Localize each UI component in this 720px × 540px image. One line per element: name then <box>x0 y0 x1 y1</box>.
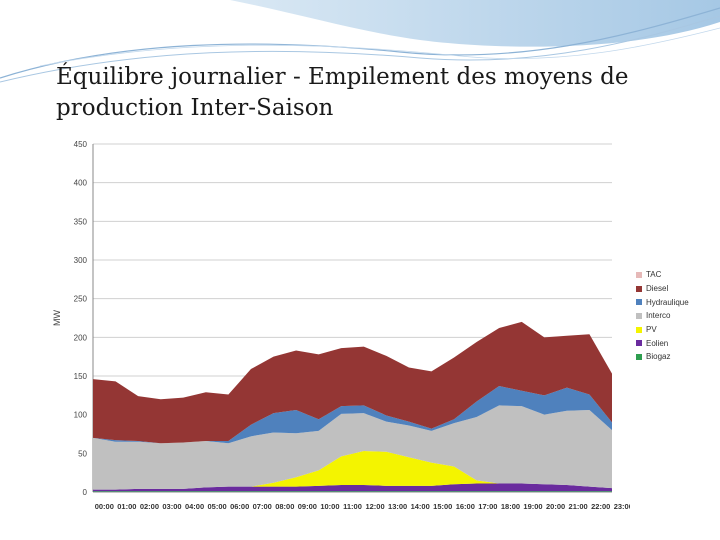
x-tick-label: 16:00 <box>456 502 475 511</box>
legend-swatch <box>636 285 642 292</box>
x-tick-label: 03:00 <box>162 502 181 511</box>
x-tick-label: 13:00 <box>388 502 407 511</box>
slide-title-line1: Équilibre journalier - Empilement des mo… <box>56 64 629 90</box>
y-axis-label: MW <box>52 310 62 326</box>
legend-swatch <box>636 271 642 278</box>
x-tick-label: 17:00 <box>478 502 497 511</box>
legend-item-tac: TAC <box>636 268 706 282</box>
x-tick-label: 15:00 <box>433 502 452 511</box>
slide-title-line2: production Inter-Saison <box>56 95 334 121</box>
x-tick-label: 11:00 <box>343 502 362 511</box>
legend-item-hydraulique: Hydraulique <box>636 295 706 309</box>
series-area-eolien <box>93 483 612 492</box>
series-area-biogaz <box>93 491 612 492</box>
legend-swatch <box>636 312 642 319</box>
series-area-diesel <box>93 321 612 444</box>
legend-label: Biogaz <box>646 352 671 362</box>
legend-item-eolien: Eolien <box>636 336 706 350</box>
y-tick-label: 200 <box>74 333 88 342</box>
x-tick-label: 08:00 <box>275 502 294 511</box>
legend-label: Diesel <box>646 284 669 294</box>
legend-label: TAC <box>646 270 662 280</box>
x-tick-label: 00:00 <box>95 502 114 511</box>
x-tick-label: 22:00 <box>591 502 610 511</box>
legend-item-diesel: Diesel <box>636 282 706 296</box>
series-area-interco <box>93 405 612 490</box>
x-tick-label: 09:00 <box>298 502 317 511</box>
x-tick-label: 23:00 <box>614 502 630 511</box>
x-tick-label: 18:00 <box>501 502 520 511</box>
x-tick-label: 12:00 <box>365 502 384 511</box>
y-tick-label: 400 <box>74 179 88 188</box>
x-tick-label: 21:00 <box>569 502 588 511</box>
legend-swatch <box>636 299 642 306</box>
y-tick-label: 150 <box>74 372 88 381</box>
x-tick-label: 20:00 <box>546 502 565 511</box>
legend-swatch <box>636 326 642 333</box>
legend-swatch <box>636 353 642 360</box>
y-tick-label: 250 <box>74 295 88 304</box>
legend-label: Hydraulique <box>646 297 689 307</box>
x-tick-label: 04:00 <box>185 502 204 511</box>
slide-title: Équilibre journalier - Empilement des mo… <box>56 62 696 124</box>
series-area-pv <box>93 451 612 490</box>
x-tick-label: 10:00 <box>320 502 339 511</box>
series-area-hydraulique <box>93 386 612 444</box>
legend-swatch <box>636 340 642 347</box>
legend-label: Interco <box>646 311 671 321</box>
y-tick-label: 0 <box>83 488 88 497</box>
x-tick-label: 07:00 <box>253 502 272 511</box>
legend-label: PV <box>646 325 657 335</box>
x-tick-label: 01:00 <box>117 502 136 511</box>
x-tick-label: 19:00 <box>523 502 542 511</box>
chart-panel: 0 50 100 150 200 250 300 350 400 450 MW 00:00 01:00 0… <box>50 136 630 516</box>
x-tick-label: 05:00 <box>208 502 227 511</box>
legend-item-interco: Interco <box>636 309 706 323</box>
legend-item-biogaz: Biogaz <box>636 350 706 364</box>
x-tick-label: 06:00 <box>230 502 249 511</box>
title-decoration <box>0 0 720 83</box>
chart-legend: TAC Diesel Hydraulique Interco PV Eolien Bioga… <box>636 268 706 364</box>
legend-label: Eolien <box>646 338 669 348</box>
y-tick-label: 100 <box>74 411 88 420</box>
y-tick-label: 350 <box>74 217 88 226</box>
y-tick-label: 450 <box>74 140 88 149</box>
legend-item-pv: PV <box>636 323 706 337</box>
x-tick-label: 14:00 <box>411 502 430 511</box>
y-tick-label: 300 <box>74 256 88 265</box>
stacked-area-chart: 0 50 100 150 200 250 300 350 400 450 MW 00:00 01:00 0… <box>52 140 630 511</box>
x-tick-label: 02:00 <box>140 502 159 511</box>
y-tick-label: 50 <box>78 449 87 458</box>
